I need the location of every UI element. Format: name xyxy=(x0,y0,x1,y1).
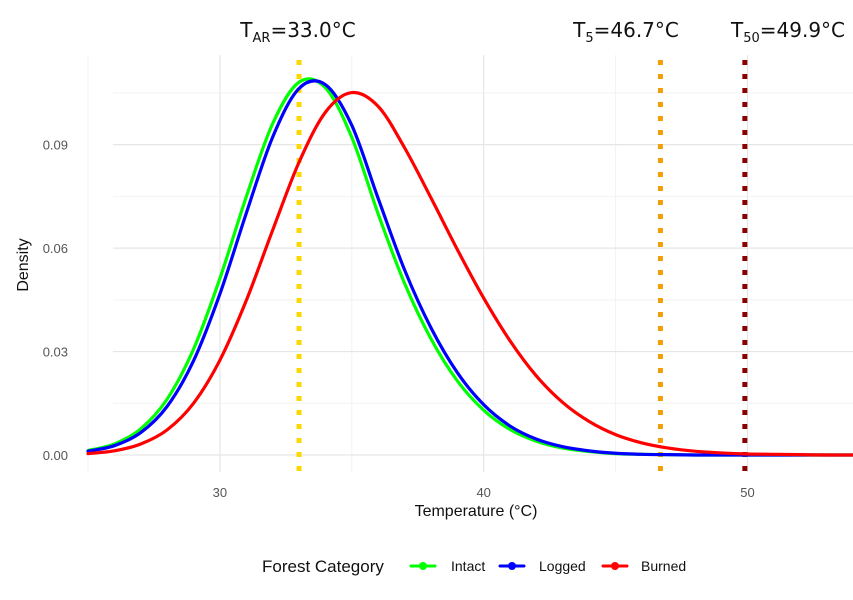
series-line-logged xyxy=(86,79,853,457)
x-tick-label: 30 xyxy=(213,485,227,500)
threshold-lines xyxy=(296,60,748,472)
legend-label-logged: Logged xyxy=(539,558,586,574)
legend: Forest Category Intact Logged Burned xyxy=(262,557,686,576)
legend-item-intact: Intact xyxy=(409,558,485,574)
x-tick-label: 50 xyxy=(740,485,754,500)
annotation-tar-label: TAR=33.0°C xyxy=(239,18,355,46)
tick-labels: 30 40 50 0.00 0.03 0.06 0.09 xyxy=(43,138,755,500)
series-line-burned xyxy=(86,90,853,457)
x-tick-label: 40 xyxy=(476,485,490,500)
grid xyxy=(87,55,853,472)
y-tick-label: 0.03 xyxy=(43,345,68,360)
y-tick-label: 0.09 xyxy=(43,138,68,153)
legend-dot-burned xyxy=(611,562,619,570)
y-tick-label: 0.00 xyxy=(43,448,68,463)
series-line-intact xyxy=(86,77,853,457)
legend-label-burned: Burned xyxy=(641,558,686,574)
legend-dot-intact xyxy=(419,562,427,570)
legend-label-intact: Intact xyxy=(451,558,485,574)
y-axis-title: Density xyxy=(15,238,32,291)
x-axis-title: Temperature (°C) xyxy=(415,503,538,520)
annotation-t50-label: T50=49.9°C xyxy=(730,18,845,46)
legend-dot-logged xyxy=(508,562,516,570)
legend-item-burned: Burned xyxy=(601,558,686,574)
density-curves xyxy=(86,77,853,457)
annotation-t5-label: T5=46.7°C xyxy=(572,18,679,46)
legend-title: Forest Category xyxy=(262,557,384,576)
legend-item-logged: Logged xyxy=(498,558,586,574)
y-tick-label: 0.06 xyxy=(43,241,68,256)
